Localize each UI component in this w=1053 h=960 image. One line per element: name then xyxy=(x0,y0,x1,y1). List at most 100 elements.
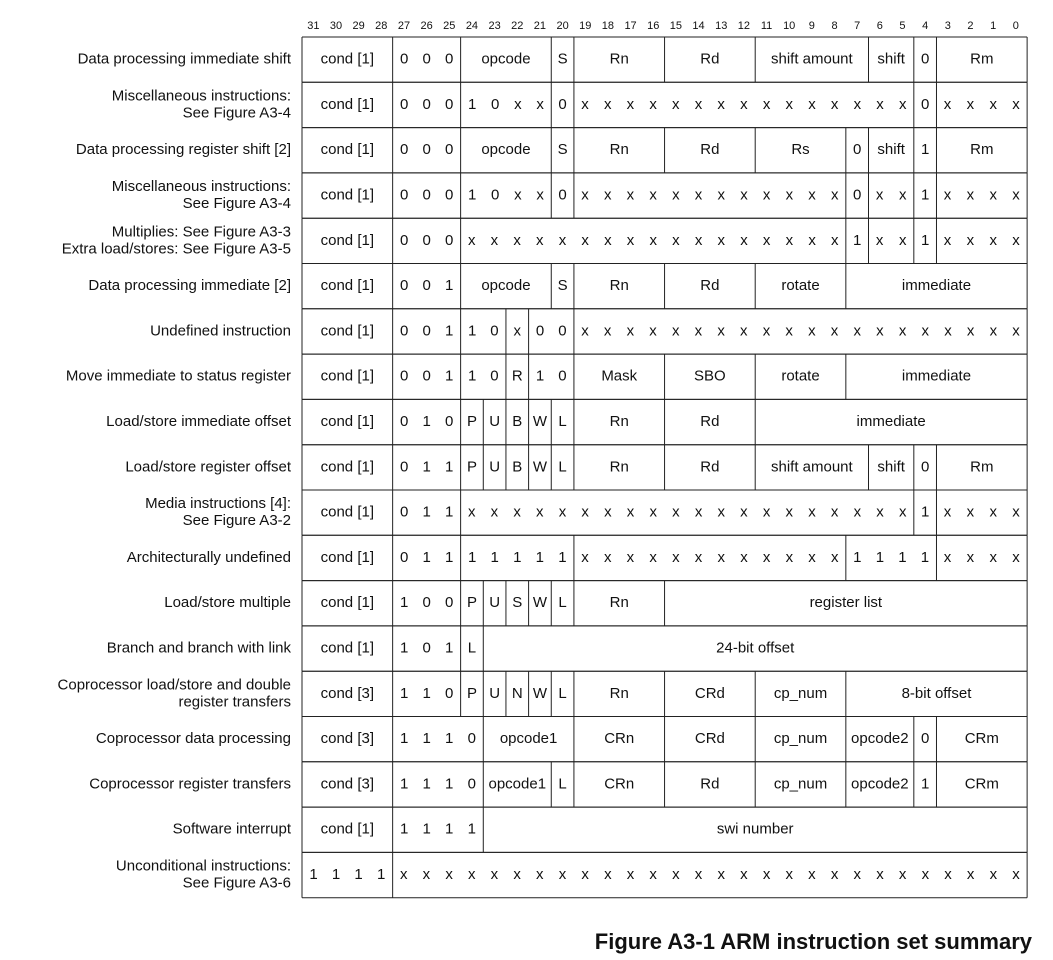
bit-field: 1 xyxy=(853,232,861,249)
bit-field: P xyxy=(467,594,477,611)
bit-field: 0 xyxy=(558,96,566,113)
bit-number: 27 xyxy=(398,20,410,32)
bit-field: N xyxy=(512,685,523,702)
bit-field: L xyxy=(558,594,566,611)
bit-number: 18 xyxy=(602,20,614,32)
bit-field: Rm xyxy=(970,51,993,68)
bit-field: Rd xyxy=(700,141,719,158)
row-label: Miscellaneous instructions: xyxy=(112,87,291,104)
row-label: Data processing immediate [2] xyxy=(88,277,291,294)
bit-field: x x x x xyxy=(944,549,1020,566)
bit-field: B xyxy=(512,413,522,430)
bit-field: x x x x x x x x x x x x xyxy=(581,549,839,566)
bit-field: Rd xyxy=(700,775,719,792)
bit-field: Rs xyxy=(791,141,809,158)
bit-field: Rn xyxy=(610,594,629,611)
bit-field: opcode xyxy=(481,277,530,294)
bit-number: 13 xyxy=(715,20,727,32)
row-label: See Figure A3-4 xyxy=(183,195,291,212)
bit-field: Rd xyxy=(700,413,719,430)
bit-field: W xyxy=(533,685,548,702)
row-label: Coprocessor load/store and double xyxy=(58,676,291,693)
bit-field: 0 1 1 xyxy=(400,549,453,566)
bit-field: 1 1 1 0 xyxy=(400,775,476,792)
bit-field: opcode1 xyxy=(500,730,558,747)
bit-field: cond [1] xyxy=(321,504,374,521)
bit-field: 1 0 1 xyxy=(400,640,453,657)
bit-field: register list xyxy=(810,594,883,611)
bit-number: 28 xyxy=(375,20,387,32)
bit-number: 12 xyxy=(738,20,750,32)
bit-field: opcode2 xyxy=(851,775,909,792)
bit-field: S xyxy=(558,277,568,294)
bit-number: 25 xyxy=(443,20,455,32)
row-label: Load/store multiple xyxy=(164,594,291,611)
bit-field: L xyxy=(558,775,566,792)
bit-field: cond [1] xyxy=(321,187,374,204)
bit-field: cond [1] xyxy=(321,368,374,385)
bit-number: 3 xyxy=(945,20,951,32)
bit-field: 8-bit offset xyxy=(902,685,973,702)
bit-number: 0 xyxy=(1013,20,1019,32)
bit-field: 1 xyxy=(921,232,929,249)
bit-field: cond [3] xyxy=(321,775,374,792)
bit-field: cond [1] xyxy=(321,232,374,249)
bit-field: U xyxy=(489,594,500,611)
bit-field: W xyxy=(533,594,548,611)
bit-field: 0 xyxy=(921,96,929,113)
bit-field: S xyxy=(558,141,568,158)
bit-field: Rn xyxy=(610,413,629,430)
bit-field: P xyxy=(467,413,477,430)
bit-number: 14 xyxy=(692,20,704,32)
bit-field: 1 1 0 xyxy=(400,685,453,702)
bit-field: cond [1] xyxy=(321,277,374,294)
bit-field: rotate xyxy=(781,277,819,294)
bit-field: cond [1] xyxy=(321,413,374,430)
bit-field: Rd xyxy=(700,51,719,68)
bit-field: x x xyxy=(876,187,907,204)
bit-field: cond [1] xyxy=(321,640,374,657)
bit-field: 0 0 0 xyxy=(400,141,453,158)
bit-field: shift amount xyxy=(771,51,854,68)
bit-field: CRm xyxy=(965,775,999,792)
bit-number: 15 xyxy=(670,20,682,32)
row-label: register transfers xyxy=(178,693,291,710)
bit-field: 1 0 xyxy=(468,322,499,339)
bit-number: 31 xyxy=(307,20,319,32)
bit-number: 19 xyxy=(579,20,591,32)
bit-field: x x xyxy=(876,232,907,249)
bit-field: x x x x x x x x x x x x x x x x x xyxy=(468,232,839,249)
bit-field: cp_num xyxy=(774,775,827,792)
bit-field: Rd xyxy=(700,277,719,294)
bit-field: 0 0 0 xyxy=(400,187,453,204)
bit-field: P xyxy=(467,458,477,475)
bit-field: 0 0 1 xyxy=(400,368,453,385)
bit-field: cond [1] xyxy=(321,141,374,158)
bit-field: Rn xyxy=(610,458,629,475)
bit-number: 7 xyxy=(854,20,860,32)
bit-field: x x x x xyxy=(944,232,1020,249)
bit-field: CRd xyxy=(695,685,725,702)
bit-field: Rm xyxy=(970,141,993,158)
bit-field: opcode1 xyxy=(488,775,546,792)
bit-field: 0 0 1 xyxy=(400,322,453,339)
bit-number: 23 xyxy=(488,20,500,32)
bit-field: cond [3] xyxy=(321,685,374,702)
bit-field: 0 xyxy=(853,187,861,204)
bit-field: cp_num xyxy=(774,730,827,747)
bit-field: 0 xyxy=(558,187,566,204)
bit-field: L xyxy=(558,458,566,475)
bit-field: immediate xyxy=(902,368,971,385)
bit-field: shift xyxy=(877,51,905,68)
bit-field: x x x x xyxy=(944,504,1020,521)
bit-field: immediate xyxy=(857,413,926,430)
row-label: Software interrupt xyxy=(173,821,292,838)
bit-number: 21 xyxy=(534,20,546,32)
bit-field: x x x x x x x x x x x x x x x x x x x x … xyxy=(400,866,1020,883)
row-label: Load/store immediate offset xyxy=(106,413,292,430)
bit-number: 10 xyxy=(783,20,795,32)
bit-field: 1 0 x x xyxy=(468,96,544,113)
bit-field: shift xyxy=(877,458,905,475)
bit-field: x x x x xyxy=(944,96,1020,113)
bit-field: cond [1] xyxy=(321,549,374,566)
